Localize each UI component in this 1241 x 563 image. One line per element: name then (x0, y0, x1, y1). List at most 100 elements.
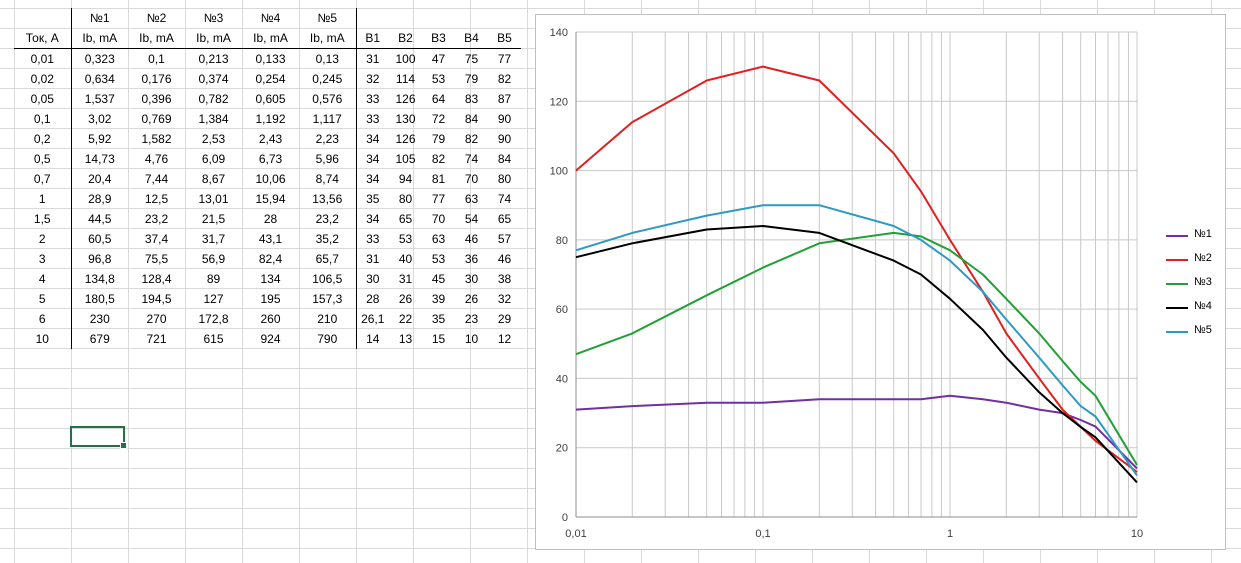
cell[interactable]: №2 (146, 11, 167, 25)
cell[interactable]: 65 (497, 212, 512, 226)
cell[interactable]: 2,23 (315, 132, 339, 146)
cell[interactable]: №5 (317, 11, 338, 25)
cell[interactable]: 65 (398, 212, 413, 226)
cell[interactable]: 126 (395, 92, 416, 106)
cell[interactable]: 28 (355, 289, 389, 309)
cell[interactable]: 80 (497, 172, 512, 186)
cell[interactable]: 7,44 (144, 172, 169, 186)
cell[interactable]: 0,254 (255, 72, 286, 86)
cell[interactable] (455, 8, 488, 28)
cell[interactable]: 134 (260, 272, 281, 286)
cell[interactable]: 28,9 (70, 189, 128, 209)
cell[interactable]: 1,384 (198, 112, 229, 126)
cell[interactable]: 84 (497, 152, 512, 166)
cell[interactable]: 28 (263, 212, 278, 226)
cell[interactable]: 43,1 (258, 232, 283, 246)
cell[interactable]: 30 (355, 269, 389, 289)
cell[interactable]: №1 (70, 8, 128, 28)
cell[interactable]: 82 (464, 132, 479, 146)
cell[interactable]: 53 (431, 72, 446, 86)
cell[interactable]: 40 (398, 252, 413, 266)
cell[interactable]: 10 (35, 332, 49, 346)
cell[interactable]: 34 (355, 169, 389, 189)
cell[interactable]: 15,94 (255, 192, 286, 206)
cell[interactable]: 1 (38, 192, 46, 206)
cell[interactable] (422, 8, 455, 28)
cell[interactable]: Ib, mA (185, 28, 242, 49)
cell[interactable]: 15 (431, 332, 446, 346)
cell[interactable]: 10 (464, 332, 479, 346)
cell[interactable]: 83 (464, 92, 479, 106)
cell[interactable]: 31 (398, 272, 413, 286)
cell[interactable]: B5 (488, 28, 521, 49)
cell[interactable]: B1 (355, 28, 389, 49)
cell[interactable]: 39 (431, 292, 446, 306)
cell[interactable]: 33 (355, 109, 389, 129)
cell[interactable]: 26 (464, 292, 479, 306)
selected-cell[interactable] (70, 426, 127, 449)
cell[interactable]: 64 (431, 92, 446, 106)
cell[interactable]: 53 (431, 252, 446, 266)
cell[interactable]: 79 (431, 132, 446, 146)
cell[interactable]: 21,5 (201, 212, 226, 226)
cell[interactable]: 0,374 (198, 72, 229, 86)
cell[interactable]: 14 (355, 329, 389, 349)
cell[interactable]: 34 (355, 209, 389, 229)
cell[interactable]: 29 (497, 312, 512, 326)
cell[interactable]: 13,56 (312, 192, 343, 206)
cell[interactable]: 106,5 (312, 272, 343, 286)
cell[interactable]: 4 (38, 272, 46, 286)
cell[interactable]: 134,8 (70, 269, 128, 289)
cell[interactable]: 89 (206, 272, 221, 286)
cell[interactable]: 23,2 (315, 212, 339, 226)
cell[interactable]: 90 (497, 132, 512, 146)
cell[interactable]: 38 (497, 272, 512, 286)
cell[interactable]: 0,634 (70, 69, 128, 89)
cell[interactable]: 12,5 (144, 192, 169, 206)
cell[interactable]: 2 (38, 232, 46, 246)
cell[interactable]: 6 (38, 312, 46, 326)
cell[interactable]: 26 (398, 292, 413, 306)
cell[interactable]: 77 (431, 192, 446, 206)
cell[interactable]: 54 (464, 212, 479, 226)
cell[interactable]: 81 (431, 172, 446, 186)
cell[interactable]: B4 (455, 28, 488, 49)
cell[interactable]: 56,9 (201, 252, 226, 266)
cell[interactable]: 0,05 (30, 92, 54, 106)
cell[interactable]: 0,576 (312, 92, 343, 106)
cell[interactable]: 0,01 (30, 52, 54, 66)
cell[interactable]: 63 (464, 192, 479, 206)
cell[interactable]: 126 (395, 132, 416, 146)
cell[interactable]: 4,76 (144, 152, 169, 166)
cell[interactable]: 45 (431, 272, 446, 286)
cell[interactable]: 0,213 (198, 52, 229, 66)
cell[interactable]: 30 (464, 272, 479, 286)
cell[interactable]: B2 (389, 28, 422, 49)
cell[interactable]: 35 (355, 189, 389, 209)
cell[interactable]: 1,117 (312, 112, 342, 126)
cell[interactable]: 6,73 (258, 152, 283, 166)
cell[interactable]: 0,2 (33, 132, 51, 146)
cell[interactable]: 157,3 (312, 292, 343, 306)
cell[interactable]: 34 (355, 129, 389, 149)
cell[interactable]: 47 (431, 52, 446, 66)
cell[interactable]: 6,09 (201, 152, 226, 166)
cell[interactable]: 5,96 (315, 152, 339, 166)
cell[interactable]: 0,02 (30, 72, 54, 86)
cell[interactable]: 230 (70, 309, 128, 329)
cell[interactable]: 5 (38, 292, 46, 306)
cell[interactable]: 82 (497, 72, 512, 86)
cell[interactable]: №4 (260, 11, 281, 25)
cell[interactable]: 790 (317, 332, 338, 346)
cell[interactable]: 0,7 (33, 172, 51, 186)
chart[interactable]: 0 20 40 60 80 100 120 140 0,01 0,1 1 10 №1 №2 №3 №4 №5 (535, 14, 1226, 550)
cell[interactable]: 70 (464, 172, 479, 186)
cell[interactable]: 1,5 (33, 212, 51, 226)
cell[interactable]: 127 (203, 292, 224, 306)
cell[interactable]: 100 (395, 52, 416, 66)
cell[interactable]: 74 (497, 192, 512, 206)
fill-handle[interactable] (120, 442, 127, 449)
cell[interactable]: 3,02 (70, 109, 128, 129)
cell[interactable]: B3 (422, 28, 455, 49)
cell[interactable]: 75,5 (144, 252, 169, 266)
